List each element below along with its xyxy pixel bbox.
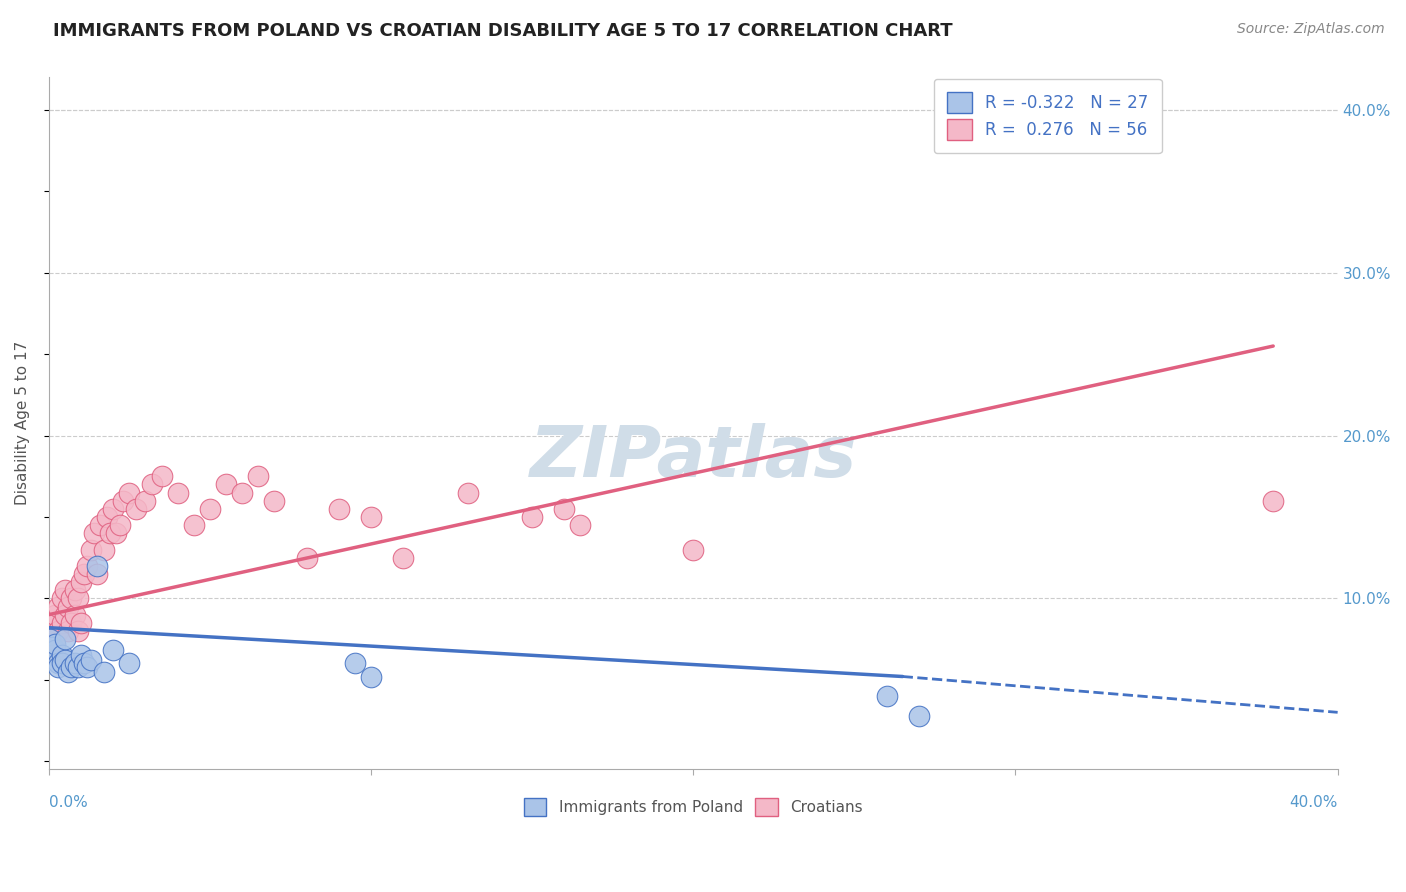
- Point: [60, 615, 83, 630]
- Point: [66, 591, 89, 606]
- Point: [86, 558, 108, 573]
- Point: [105, 526, 128, 541]
- Point: [520, 510, 543, 524]
- Y-axis label: Disability Age 5 to 17: Disability Age 5 to 17: [15, 342, 30, 506]
- Point: [103, 643, 125, 657]
- Point: [118, 485, 141, 500]
- Point: [1263, 493, 1285, 508]
- Point: [76, 659, 98, 673]
- Point: [343, 657, 366, 671]
- Point: [134, 493, 156, 508]
- Point: [150, 469, 173, 483]
- Point: [125, 501, 148, 516]
- Point: [76, 558, 98, 573]
- Text: 40.0%: 40.0%: [1289, 796, 1337, 810]
- Point: [66, 659, 89, 673]
- Point: [392, 550, 415, 565]
- Point: [907, 708, 929, 723]
- Point: [328, 501, 350, 516]
- Point: [231, 485, 253, 500]
- Point: [39, 632, 62, 646]
- Point: [93, 665, 115, 679]
- Point: [53, 632, 76, 646]
- Text: 0.0%: 0.0%: [49, 796, 87, 810]
- Point: [108, 518, 131, 533]
- Point: [41, 648, 63, 663]
- Point: [295, 550, 318, 565]
- Point: [44, 607, 66, 622]
- Point: [51, 591, 73, 606]
- Point: [569, 518, 592, 533]
- Point: [96, 510, 118, 524]
- Point: [51, 657, 73, 671]
- Point: [89, 518, 111, 533]
- Text: Source: ZipAtlas.com: Source: ZipAtlas.com: [1237, 22, 1385, 37]
- Point: [41, 640, 63, 655]
- Point: [48, 657, 70, 671]
- Point: [41, 640, 63, 655]
- Point: [48, 624, 70, 638]
- Point: [141, 477, 163, 491]
- Point: [53, 583, 76, 598]
- Point: [44, 643, 66, 657]
- Point: [93, 542, 115, 557]
- Point: [53, 653, 76, 667]
- Point: [63, 657, 86, 671]
- Point: [553, 501, 575, 516]
- Point: [51, 615, 73, 630]
- Legend: Immigrants from Poland, Croatians: Immigrants from Poland, Croatians: [516, 790, 870, 824]
- Point: [86, 566, 108, 581]
- Point: [73, 566, 96, 581]
- Point: [457, 485, 479, 500]
- Point: [53, 607, 76, 622]
- Point: [48, 599, 70, 614]
- Point: [51, 648, 73, 663]
- Point: [70, 648, 93, 663]
- Point: [41, 615, 63, 630]
- Point: [60, 659, 83, 673]
- Point: [60, 591, 83, 606]
- Point: [56, 665, 79, 679]
- Point: [118, 657, 141, 671]
- Point: [876, 689, 898, 703]
- Point: [247, 469, 270, 483]
- Point: [44, 632, 66, 646]
- Point: [44, 637, 66, 651]
- Point: [70, 615, 93, 630]
- Point: [263, 493, 285, 508]
- Point: [56, 624, 79, 638]
- Point: [73, 657, 96, 671]
- Point: [360, 510, 382, 524]
- Point: [166, 485, 188, 500]
- Point: [66, 624, 89, 638]
- Text: ZIPatlas: ZIPatlas: [530, 424, 856, 492]
- Point: [63, 607, 86, 622]
- Point: [98, 526, 121, 541]
- Point: [103, 501, 125, 516]
- Text: IMMIGRANTS FROM POLAND VS CROATIAN DISABILITY AGE 5 TO 17 CORRELATION CHART: IMMIGRANTS FROM POLAND VS CROATIAN DISAB…: [53, 22, 953, 40]
- Point: [63, 583, 86, 598]
- Point: [70, 575, 93, 590]
- Point: [198, 501, 221, 516]
- Point: [215, 477, 238, 491]
- Point: [48, 659, 70, 673]
- Point: [682, 542, 704, 557]
- Point: [79, 542, 101, 557]
- Point: [83, 526, 105, 541]
- Point: [360, 669, 382, 683]
- Point: [79, 653, 101, 667]
- Point: [39, 632, 62, 646]
- Point: [111, 493, 134, 508]
- Point: [56, 599, 79, 614]
- Point: [183, 518, 205, 533]
